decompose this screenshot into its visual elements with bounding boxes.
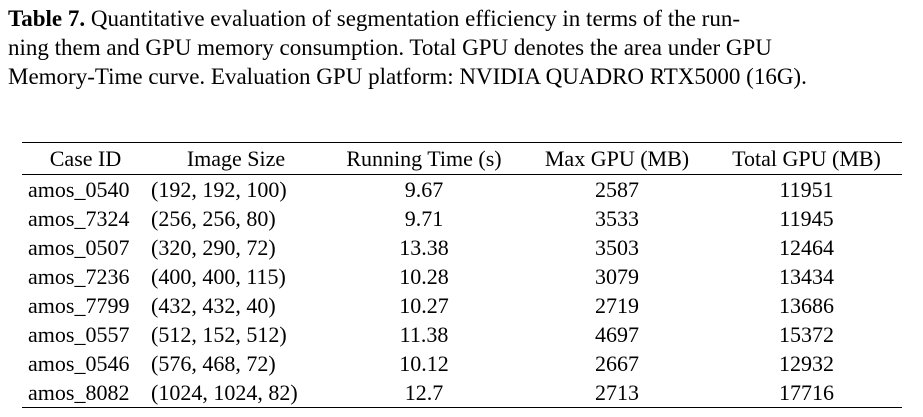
cell-case-id: amos_7236 bbox=[28, 264, 130, 289]
cell-max-gpu: 2587 bbox=[595, 177, 639, 202]
table-row: amos_8082 (1024, 1024, 82) 12.7 2713 17716 bbox=[22, 378, 902, 408]
caption-text-1: Quantitative evaluation of segmentation … bbox=[85, 6, 740, 31]
caption-line-3: Memory-Time curve. Evaluation GPU platfo… bbox=[8, 64, 807, 89]
cell-running-time: 11.38 bbox=[399, 322, 449, 347]
cell-running-time: 9.71 bbox=[404, 206, 444, 231]
cell-total-gpu: 11945 bbox=[779, 206, 834, 231]
table-row: amos_7324 (256, 256, 80) 9.71 3533 11945 bbox=[22, 204, 902, 233]
cell-case-id: amos_8082 bbox=[28, 380, 130, 405]
cell-total-gpu: 12932 bbox=[779, 351, 834, 376]
cell-running-time: 9.67 bbox=[404, 177, 444, 202]
cell-running-time: 10.28 bbox=[399, 264, 449, 289]
cell-total-gpu: 15372 bbox=[779, 322, 834, 347]
cell-max-gpu: 3503 bbox=[595, 235, 639, 260]
header-image-size: Image Size bbox=[186, 146, 286, 171]
table-row: amos_0546 (576, 468, 72) 10.12 2667 12932 bbox=[22, 349, 902, 378]
cell-total-gpu: 11951 bbox=[779, 177, 834, 202]
caption-label: Table 7. bbox=[8, 6, 86, 31]
table-caption: Table 7. Quantitative evaluation of segm… bbox=[8, 4, 914, 91]
cell-total-gpu: 13686 bbox=[779, 293, 834, 318]
cell-image-size: (192, 192, 100) bbox=[151, 177, 287, 202]
header-case-id: Case ID bbox=[49, 146, 122, 171]
cell-case-id: amos_0540 bbox=[28, 177, 130, 202]
cell-total-gpu: 13434 bbox=[779, 264, 834, 289]
cell-image-size: (256, 256, 80) bbox=[151, 206, 276, 231]
cell-max-gpu: 3079 bbox=[595, 264, 639, 289]
table-header-row: Case ID Image Size Running Time (s) Max … bbox=[22, 142, 902, 175]
caption-line-1: Table 7. Quantitative evaluation of segm… bbox=[8, 4, 914, 33]
cell-case-id: amos_7799 bbox=[28, 293, 130, 318]
cell-running-time: 13.38 bbox=[399, 235, 449, 260]
cell-max-gpu: 2667 bbox=[595, 351, 639, 376]
cell-image-size: (432, 432, 40) bbox=[151, 293, 276, 318]
cell-case-id: amos_0546 bbox=[28, 351, 130, 376]
efficiency-table-container: Case ID Image Size Running Time (s) Max … bbox=[22, 142, 902, 408]
table-row: amos_0507 (320, 290, 72) 13.38 3503 12464 bbox=[22, 233, 902, 262]
table-row: amos_0540 (192, 192, 100) 9.67 2587 11951 bbox=[22, 175, 902, 205]
cell-total-gpu: 17716 bbox=[779, 380, 834, 405]
cell-image-size: (1024, 1024, 82) bbox=[151, 380, 298, 405]
cell-max-gpu: 3533 bbox=[595, 206, 639, 231]
cell-case-id: amos_0507 bbox=[28, 235, 130, 260]
table-row: amos_7236 (400, 400, 115) 10.28 3079 13434 bbox=[22, 262, 902, 291]
cell-running-time: 10.12 bbox=[399, 351, 449, 376]
cell-max-gpu: 2713 bbox=[595, 380, 639, 405]
cell-image-size: (400, 400, 115) bbox=[151, 264, 286, 289]
efficiency-table: Case ID Image Size Running Time (s) Max … bbox=[22, 142, 902, 408]
cell-total-gpu: 12464 bbox=[779, 235, 834, 260]
cell-running-time: 10.27 bbox=[399, 293, 449, 318]
cell-image-size: (320, 290, 72) bbox=[151, 235, 276, 260]
table-row: amos_0557 (512, 152, 512) 11.38 4697 15372 bbox=[22, 320, 902, 349]
cell-max-gpu: 2719 bbox=[595, 293, 639, 318]
caption-line-2: ning them and GPU memory consumption. To… bbox=[8, 35, 772, 60]
cell-image-size: (576, 468, 72) bbox=[151, 351, 276, 376]
header-total-gpu: Total GPU (MB) bbox=[732, 146, 881, 171]
header-max-gpu: Max GPU (MB) bbox=[544, 146, 690, 171]
cell-image-size: (512, 152, 512) bbox=[151, 322, 287, 347]
header-running-time: Running Time (s) bbox=[346, 146, 502, 171]
cell-case-id: amos_0557 bbox=[28, 322, 130, 347]
cell-max-gpu: 4697 bbox=[595, 322, 639, 347]
cell-case-id: amos_7324 bbox=[28, 206, 130, 231]
table-body: amos_0540 (192, 192, 100) 9.67 2587 11951 amo… bbox=[22, 175, 902, 408]
table-row: amos_7799 (432, 432, 40) 10.27 2719 13686 bbox=[22, 291, 902, 320]
cell-running-time: 12.7 bbox=[404, 380, 444, 405]
